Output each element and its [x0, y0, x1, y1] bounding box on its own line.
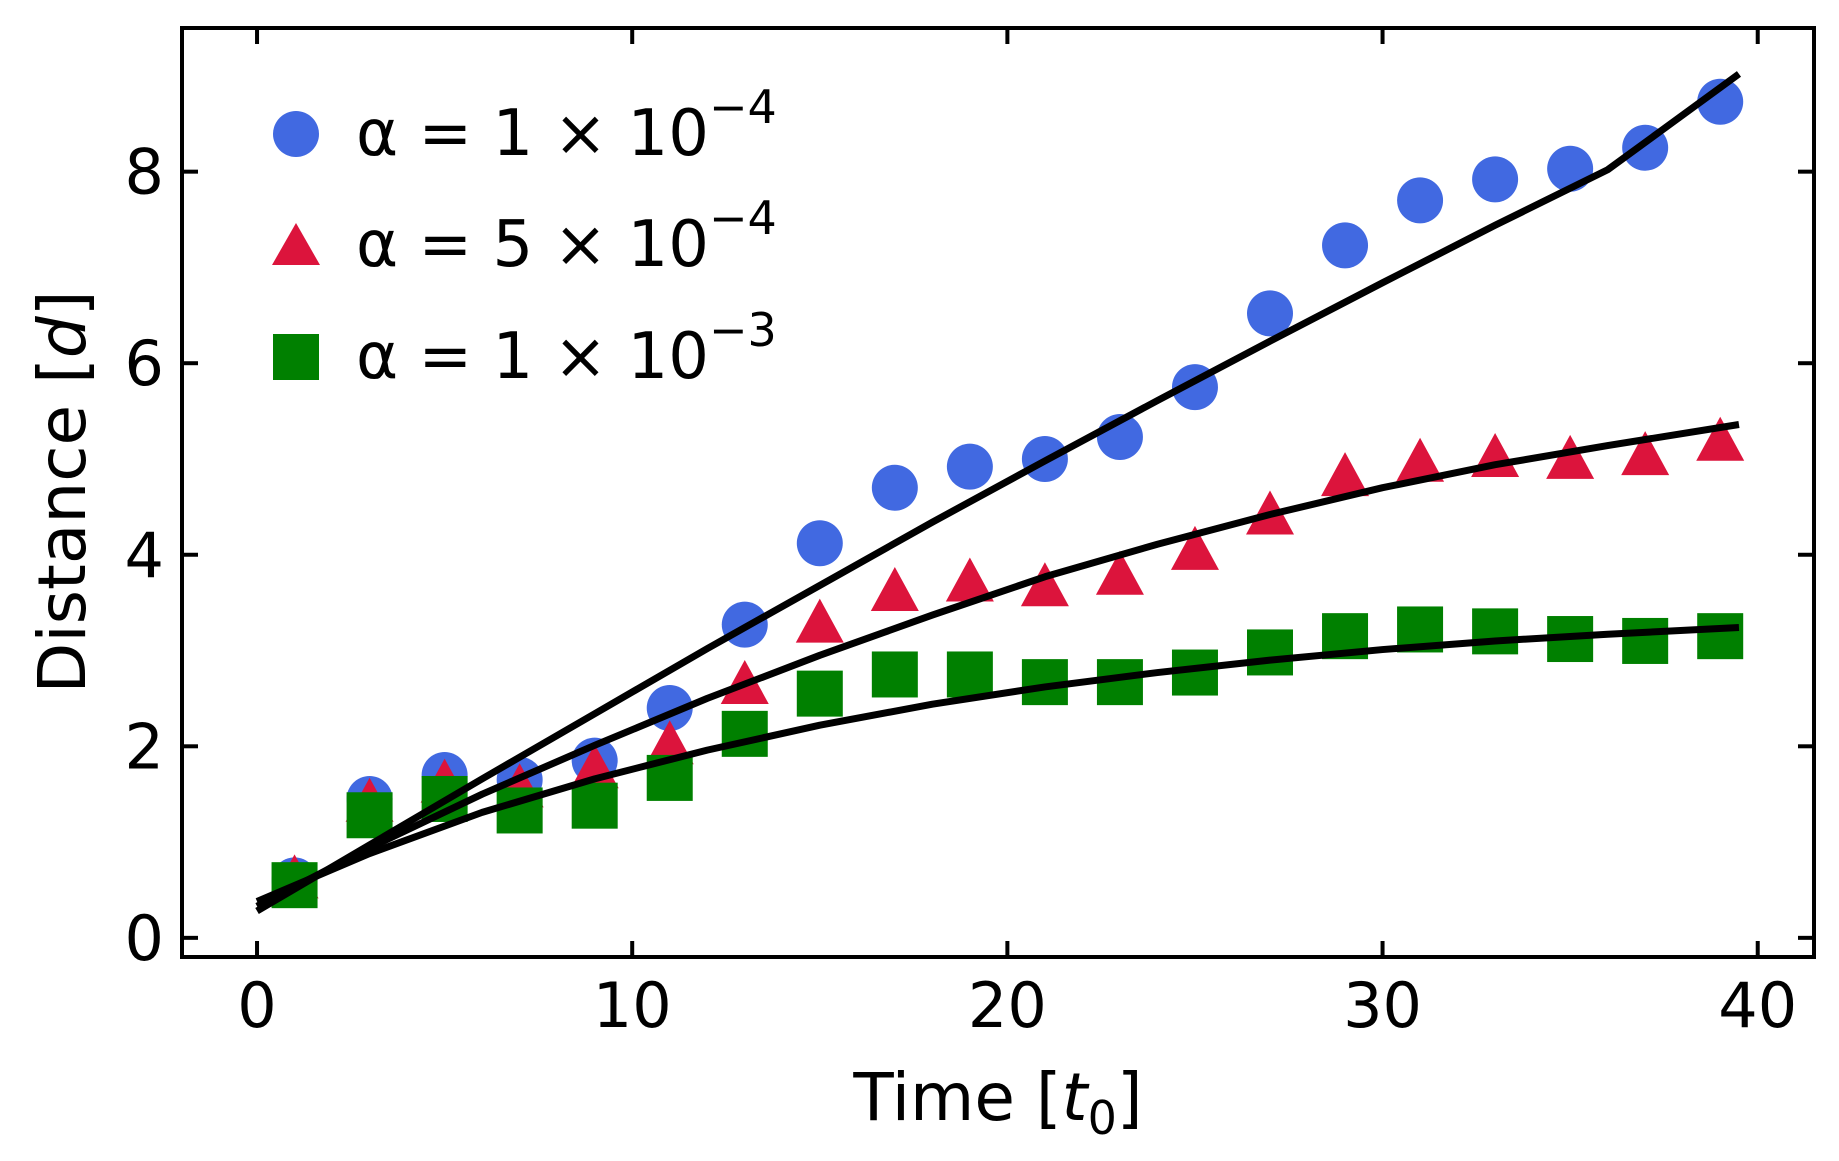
data-point-square: [571, 782, 618, 829]
data-point-triangle: [1321, 452, 1370, 497]
legend-marker-circle: [273, 111, 319, 157]
legend-item-2: α = 5 × 10−4: [272, 191, 777, 282]
data-point-circle: [1322, 222, 1369, 269]
legend-label-1: α = 1 × 10: [356, 97, 709, 171]
x-axis-unit-sub: 0: [1088, 1091, 1117, 1145]
data-point-square: [796, 670, 843, 717]
series-circle: [271, 78, 1744, 904]
legend-marker-square: [273, 334, 319, 380]
data-points: [270, 78, 1745, 909]
data-point-triangle: [795, 598, 844, 643]
legend-marker-triangle: [272, 223, 320, 265]
series-square: [271, 606, 1744, 909]
axis-ticks: 0 10 20 30 40 0 2 4 6 8: [125, 28, 1814, 1042]
legend-item-1: α = 1 × 10−4: [273, 80, 777, 171]
data-point-circle: [1247, 290, 1293, 337]
x-axis-unit: t: [1062, 1059, 1090, 1136]
legend-exp-1: −4: [709, 80, 777, 134]
x-tick-label: 30: [1343, 969, 1422, 1042]
legend-label-3: α = 1 × 10: [356, 320, 709, 394]
y-tick-label: 8: [125, 136, 164, 209]
series-triangle: [270, 416, 1745, 899]
data-point-circle: [946, 443, 993, 490]
fit-line-triangle: [255, 421, 1740, 910]
legend: α = 1 × 10−4 α = 5 × 10−4 α = 1 × 10−3: [272, 80, 777, 394]
data-point-square: [1472, 608, 1519, 655]
svg-text:α = 1 × 10−4: α = 1 × 10−4: [356, 80, 777, 171]
x-axis-label-text: Time: [852, 1059, 1015, 1136]
fit-line-circle: [255, 71, 1742, 915]
data-point-triangle: [1170, 525, 1219, 570]
data-point-triangle: [1696, 416, 1745, 461]
data-point-square: [721, 710, 768, 757]
legend-exp-3: −3: [709, 303, 777, 357]
data-point-triangle: [1396, 437, 1445, 482]
svg-text:α = 5 × 10−4: α = 5 × 10−4: [356, 191, 777, 282]
x-axis-label: Time [t0]: [852, 1059, 1142, 1145]
data-point-square: [346, 792, 393, 839]
data-point-triangle: [1020, 562, 1069, 607]
y-tick-label: 4: [125, 519, 164, 592]
data-point-square: [1247, 629, 1293, 676]
data-point-square: [871, 651, 918, 698]
data-point-triangle: [1095, 550, 1144, 595]
data-point-square: [1622, 617, 1669, 664]
y-axis-label-text: Distance: [24, 405, 101, 694]
legend-exp-2: −4: [709, 191, 777, 245]
x-tick-label: 20: [968, 969, 1047, 1042]
data-point-triangle: [1621, 431, 1670, 476]
x-tick-label: 0: [237, 969, 276, 1042]
y-tick-label: 0: [125, 902, 164, 975]
data-point-triangle: [945, 557, 994, 602]
legend-item-3: α = 1 × 10−3: [273, 303, 777, 394]
y-axis-unit: d: [24, 315, 101, 358]
fit-lines: [255, 71, 1742, 915]
data-point-circle: [1472, 156, 1519, 203]
y-tick-label: 2: [125, 710, 164, 783]
legend-label-2: α = 5 × 10: [356, 208, 709, 282]
plot-frame: [180, 26, 1816, 959]
data-point-circle: [1697, 78, 1744, 125]
data-point-circle: [1397, 177, 1444, 224]
fit-line-square: [255, 624, 1740, 905]
data-point-triangle: [1546, 434, 1595, 479]
svg-text:α = 1 × 10−3: α = 1 × 10−3: [356, 303, 777, 394]
data-point-circle: [796, 520, 843, 567]
y-axis-label: Distance [d]: [24, 291, 101, 694]
data-point-square: [1697, 613, 1744, 660]
data-point-square: [946, 651, 993, 698]
data-point-triangle: [870, 567, 919, 612]
y-tick-label: 6: [125, 327, 164, 400]
data-point-circle: [871, 464, 918, 511]
x-tick-label: 40: [1718, 969, 1797, 1042]
x-tick-label: 10: [593, 969, 672, 1042]
